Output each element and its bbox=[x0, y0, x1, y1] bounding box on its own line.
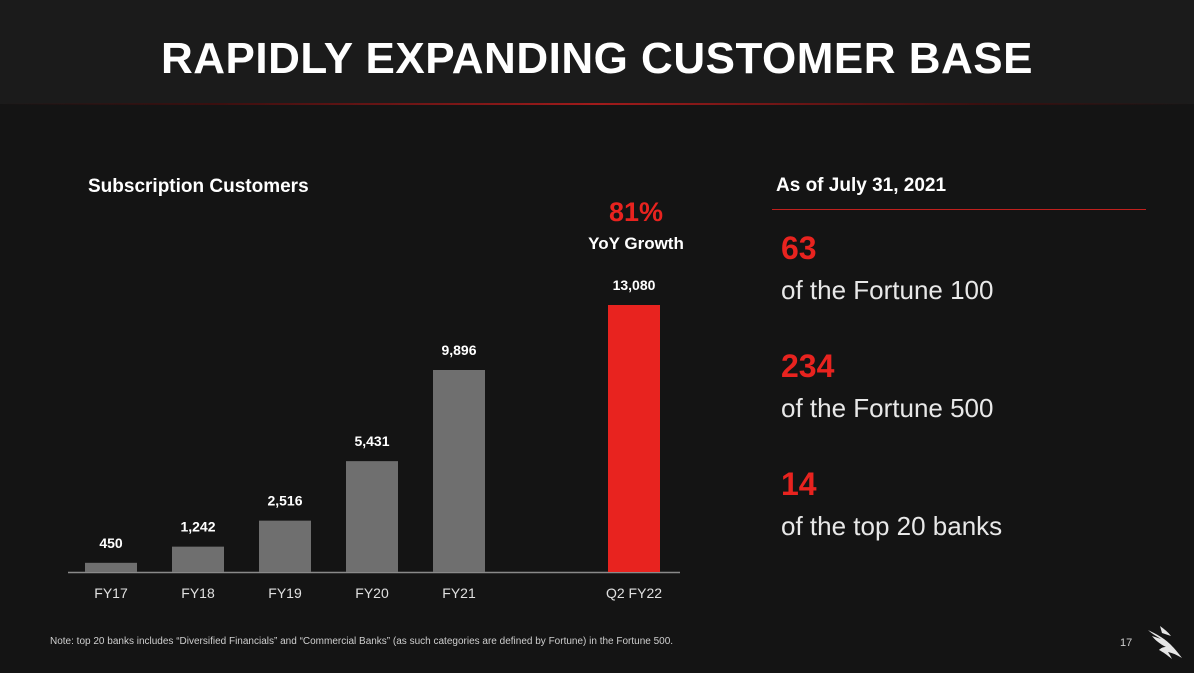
stat-number: 234 bbox=[781, 348, 835, 384]
category-label: FY18 bbox=[181, 585, 215, 601]
category-label: FY17 bbox=[94, 585, 128, 601]
page-number: 17 bbox=[1120, 637, 1133, 649]
bar-q2-fy22 bbox=[608, 305, 660, 572]
stat-number: 14 bbox=[781, 466, 817, 502]
growth-value: 81% bbox=[608, 197, 664, 227]
bar-value-label: 5,431 bbox=[354, 433, 389, 449]
stat-number: 63 bbox=[781, 230, 817, 266]
bar-value-label: 13,080 bbox=[613, 277, 656, 293]
bar-fy17 bbox=[85, 562, 137, 572]
bar-fy18 bbox=[172, 546, 224, 572]
chart-title: Subscription Customers bbox=[88, 176, 309, 197]
category-label: Q2 FY22 bbox=[606, 585, 662, 601]
bar-value-label: 2,516 bbox=[267, 493, 302, 509]
header-divider bbox=[0, 103, 1194, 105]
category-label: FY21 bbox=[442, 585, 476, 601]
slide-title: RAPIDLY EXPANDING CUSTOMER BASE bbox=[160, 34, 1034, 83]
stats-divider bbox=[772, 209, 1146, 210]
falcon-logo-icon bbox=[1148, 626, 1182, 659]
bar-value-label: 450 bbox=[99, 535, 123, 551]
stat-label: of the Fortune 500 bbox=[781, 393, 994, 423]
bar-value-label: 1,242 bbox=[180, 519, 215, 535]
category-label: FY20 bbox=[355, 585, 389, 601]
category-label: FY19 bbox=[268, 585, 302, 601]
stat-label: of the top 20 banks bbox=[781, 511, 1003, 541]
bar-fy19 bbox=[259, 520, 311, 572]
footnote: Note: top 20 banks includes “Diversified… bbox=[50, 636, 674, 647]
stat-label: of the Fortune 100 bbox=[781, 275, 994, 305]
bar-value-label: 9,896 bbox=[441, 342, 476, 358]
stats-heading: As of July 31, 2021 bbox=[776, 175, 947, 196]
bar-fy21 bbox=[433, 369, 485, 572]
header-band bbox=[0, 0, 1194, 104]
bar-fy20 bbox=[346, 461, 398, 572]
growth-label: YoY Growth bbox=[588, 234, 684, 253]
